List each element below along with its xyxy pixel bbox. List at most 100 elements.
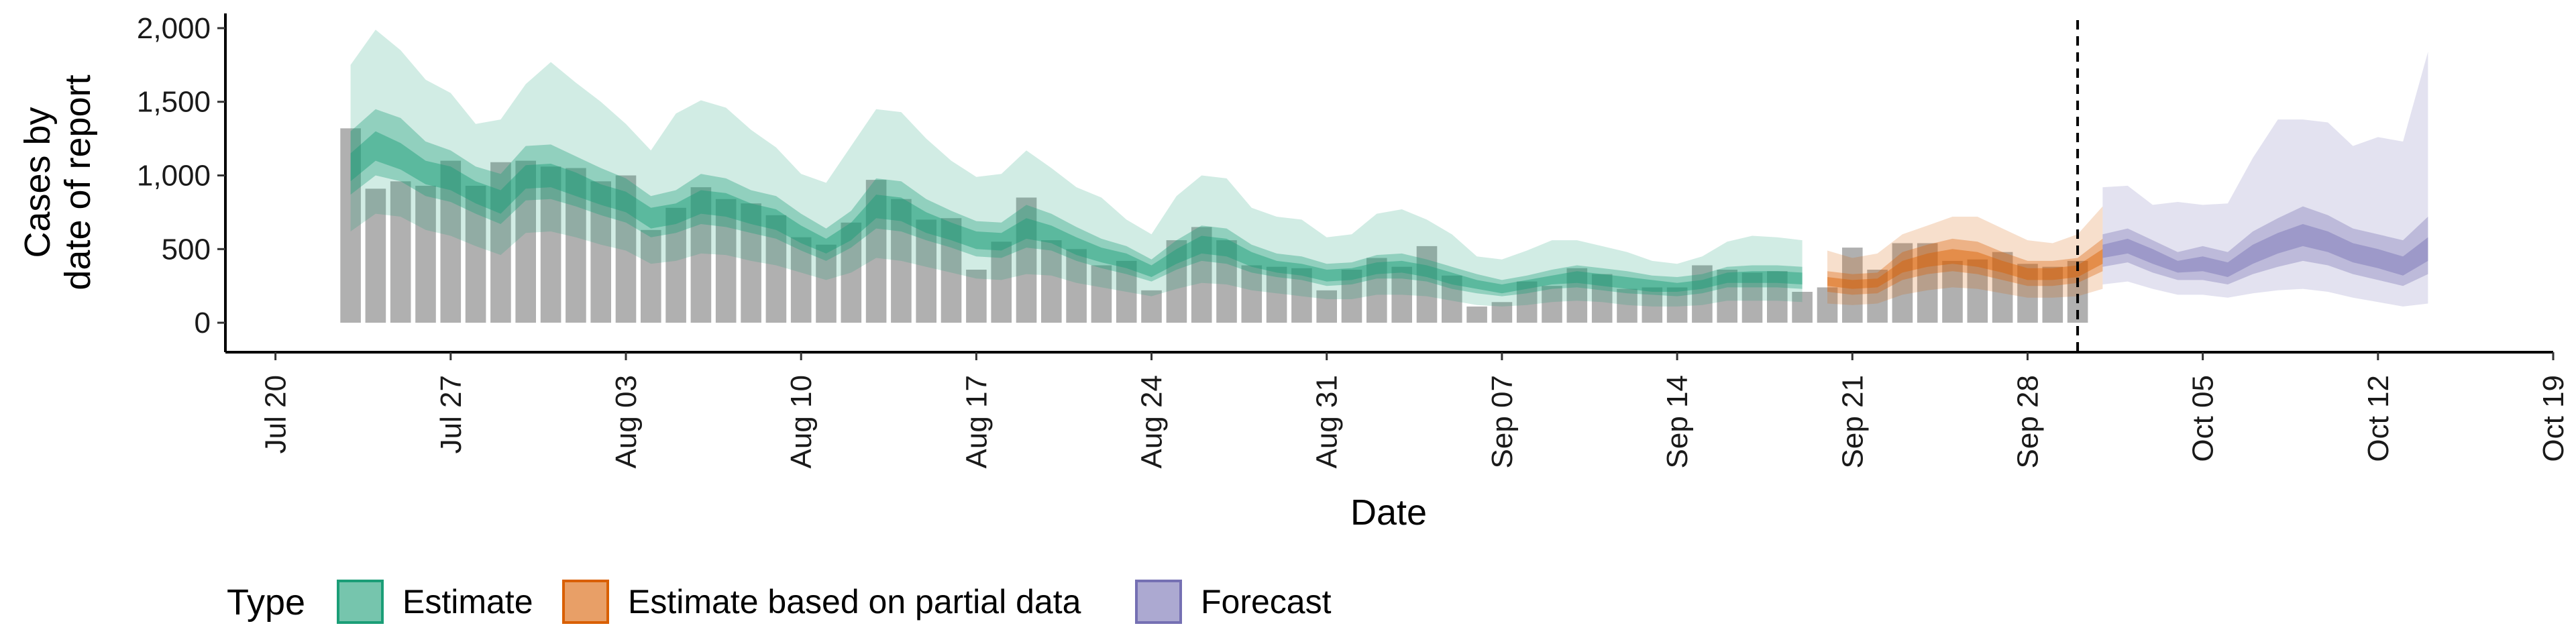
- bar: [916, 219, 936, 323]
- x-tick-label: Sep 14: [1661, 375, 1694, 468]
- bar: [515, 160, 536, 323]
- bar: [2017, 264, 2038, 323]
- ribbon-90: [350, 30, 1803, 307]
- bar: [465, 185, 486, 323]
- bar: [891, 199, 912, 323]
- ribbon-20: [2102, 224, 2428, 277]
- x-axis-title: Date: [1350, 492, 1427, 533]
- x-tick-label: Aug 17: [960, 375, 993, 468]
- legend-swatch-forecast: [1135, 580, 1182, 624]
- y-tick-label: 1,500: [137, 86, 211, 119]
- series-estimate: [350, 30, 1803, 307]
- bar: [1892, 243, 1913, 323]
- bar: [440, 160, 462, 323]
- bar: [1466, 306, 1487, 323]
- x-tick-label: Jul 27: [435, 375, 468, 453]
- y-tick-label: 500: [162, 233, 211, 266]
- legend-label-estimate: Estimate: [402, 583, 533, 621]
- bar: [1016, 197, 1037, 323]
- bar: [1566, 268, 1588, 323]
- bar: [1692, 265, 1713, 323]
- bar: [1291, 268, 1312, 323]
- bar: [841, 222, 862, 323]
- y-tick-label: 0: [195, 307, 211, 339]
- bar: [1366, 258, 1387, 323]
- bar: [1591, 274, 1613, 323]
- y-tick-label: 2,000: [137, 12, 211, 45]
- x-tick-label: Sep 07: [1486, 375, 1519, 468]
- x-tick-label: Oct 05: [2187, 375, 2220, 462]
- bar: [490, 162, 511, 323]
- bar: [816, 244, 837, 323]
- legend-swatch-estimate: [337, 580, 384, 624]
- x-ticks: Jul 20 Jul 27 Aug 03 Aug 10 Aug 17 Aug 24 Aug …: [260, 352, 2570, 468]
- bar: [540, 166, 561, 323]
- bar: [1391, 266, 1412, 323]
- axes: [224, 13, 2553, 354]
- bar: [865, 180, 887, 323]
- bar: [1241, 265, 1263, 323]
- bar: [1942, 260, 1963, 323]
- report-bars: [340, 128, 2088, 323]
- bar: [1542, 286, 1562, 323]
- bar: [340, 128, 361, 323]
- ribbon-50: [350, 109, 1803, 297]
- bar: [1741, 272, 1763, 323]
- bar: [966, 270, 987, 323]
- ribbon-20: [1827, 249, 2103, 289]
- bar: [390, 181, 411, 323]
- bar: [1191, 227, 1212, 323]
- bar: [665, 207, 686, 323]
- bar: [1817, 287, 1838, 323]
- bar: [1166, 240, 1187, 323]
- bar: [690, 187, 712, 323]
- bar: [1416, 246, 1438, 323]
- bar: [1442, 275, 1462, 323]
- bar: [991, 241, 1012, 323]
- bar: [1967, 259, 1988, 323]
- bar: [1792, 292, 1813, 323]
- x-tick-label: Aug 03: [610, 375, 643, 468]
- bar: [941, 218, 962, 323]
- ribbon-90: [1827, 206, 2103, 305]
- y-axis-title-line1: Cases by: [17, 107, 58, 258]
- ribbons: [350, 30, 2428, 307]
- ribbon-20: [350, 131, 1803, 294]
- bar: [1216, 240, 1237, 323]
- y-tick-label: 1,000: [137, 160, 211, 193]
- bar: [1992, 252, 2013, 323]
- y-axis-title-line2: date of report: [58, 74, 98, 290]
- bar: [1516, 281, 1538, 323]
- bar: [1642, 287, 1663, 323]
- legend-title: Type: [227, 582, 305, 623]
- ribbon-50: [2102, 206, 2428, 286]
- legend-label-partial: Estimate based on partial data: [628, 583, 1081, 621]
- x-tick-label: Oct 12: [2362, 375, 2395, 462]
- bar: [715, 199, 737, 323]
- legend: Type Estimate Estimate based on partial …: [227, 580, 1332, 624]
- bar: [765, 215, 787, 323]
- bar: [1491, 302, 1513, 323]
- ribbon-90: [2102, 52, 2428, 307]
- bar: [590, 181, 611, 323]
- x-tick-label: Aug 31: [1311, 375, 1344, 468]
- bar: [641, 229, 661, 323]
- x-tick-label: Aug 24: [1136, 375, 1169, 468]
- bar: [1041, 240, 1062, 323]
- bar: [1266, 266, 1287, 323]
- bar: [741, 203, 761, 323]
- bar: [1141, 290, 1162, 323]
- bar: [1091, 265, 1112, 323]
- bar: [1717, 270, 1737, 323]
- x-tick-label: Jul 20: [260, 375, 292, 453]
- bar: [1316, 290, 1337, 323]
- bar: [1066, 249, 1087, 323]
- legend-label-forecast: Forecast: [1201, 583, 1332, 621]
- bar: [2042, 266, 2063, 323]
- bar: [1842, 248, 1863, 323]
- bar: [1341, 270, 1362, 323]
- x-tick-label: Sep 28: [2012, 375, 2045, 468]
- series-forecast: [2102, 52, 2428, 307]
